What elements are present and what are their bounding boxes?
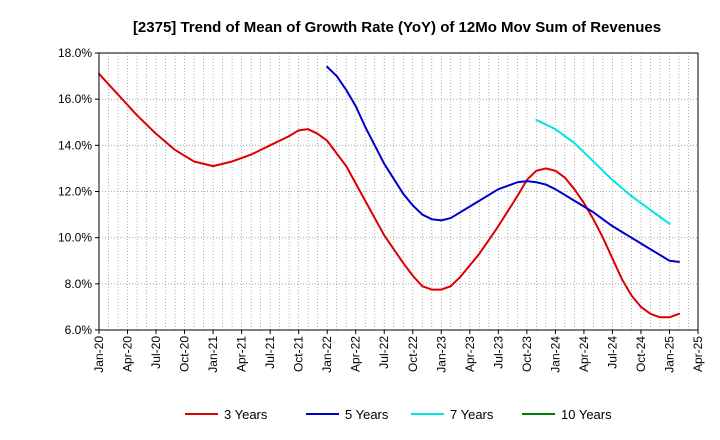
x-tick-label: Apr-25 [691,336,705,372]
y-tick-label: 8.0% [65,277,93,291]
x-tick-label: Jan-22 [320,336,334,373]
chart-title: [2375] Trend of Mean of Growth Rate (YoY… [133,19,661,36]
x-tick-label: Oct-21 [292,336,306,372]
x-tick-label: Jan-23 [434,336,448,373]
y-tick-label: 14.0% [58,138,92,152]
x-tick-label: Jul-24 [605,336,619,369]
x-tick-label: Jul-21 [263,336,277,369]
legend-label-3-years: 3 Years [224,407,268,422]
y-tick-label: 6.0% [65,323,93,337]
legend: 3 Years 5 Years 7 Years 10 Years [185,407,612,422]
x-tick-label: Oct-22 [406,336,420,372]
y-tick-label: 12.0% [58,185,92,199]
y-tick-label: 18.0% [58,46,92,60]
x-tick-label: Oct-23 [520,336,534,372]
y-tick-label: 16.0% [58,92,92,106]
legend-label-5-years: 5 Years [345,407,389,422]
x-tick-label: Jan-21 [206,336,220,373]
x-tick-label: Jan-25 [662,336,676,373]
series-line-7-years [535,118,671,225]
x-tick-label: Jul-23 [491,336,505,369]
legend-label-7-years: 7 Years [450,407,494,422]
plot-area-background [99,53,698,330]
series-line-5-years [326,65,680,263]
x-tick-label: Jan-24 [548,336,562,373]
x-axis: Jan-20 Apr-20 Jul-20 Oct-20 Jan-21 Apr-21 Jul-… [92,330,705,373]
y-tick-label: 10.0% [58,231,92,245]
x-tick-label: Apr-23 [463,336,477,372]
x-tick-label: Oct-24 [634,336,648,372]
x-tick-label: Apr-21 [235,336,249,372]
y-axis: 6.0% 8.0% 10.0% 12.0% 14.0% 16.0% 18.0% [58,46,99,337]
grid [98,52,699,331]
x-tick-label: Apr-20 [121,336,135,372]
x-tick-label: Apr-22 [349,336,363,372]
x-tick-label: Jul-22 [377,336,391,369]
x-tick-label: Jul-20 [149,336,163,369]
series-layer [98,65,680,319]
x-tick-label: Jan-20 [92,336,106,373]
series-line-3-years [98,72,680,319]
x-tick-label: Oct-20 [178,336,192,372]
legend-label-10-years: 10 Years [561,407,612,422]
x-tick-label: Apr-24 [577,336,591,372]
